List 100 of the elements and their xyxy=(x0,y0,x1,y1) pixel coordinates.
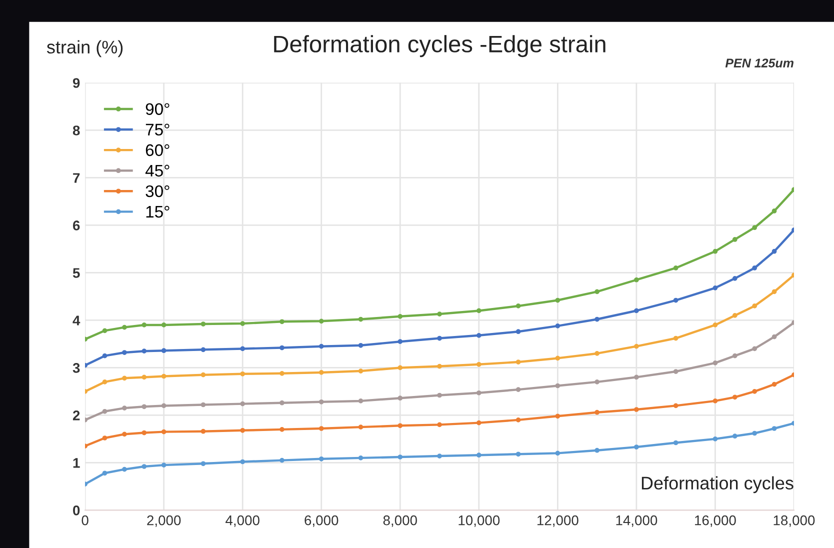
point xyxy=(200,428,206,434)
point xyxy=(318,426,324,431)
point xyxy=(772,208,777,214)
point xyxy=(142,374,147,380)
point xyxy=(752,266,758,270)
y-tick-label: 0 xyxy=(73,506,80,516)
x-tick-label: 14,000 xyxy=(616,515,658,527)
point xyxy=(594,410,600,415)
x-tick-label: 8,000 xyxy=(383,515,417,527)
point xyxy=(280,345,284,350)
point xyxy=(102,380,108,384)
point xyxy=(161,374,166,379)
point xyxy=(437,364,442,369)
point xyxy=(772,382,777,387)
point xyxy=(161,462,166,468)
point xyxy=(752,389,758,394)
point xyxy=(634,374,639,380)
point xyxy=(398,339,403,344)
y-tick-label: 4 xyxy=(72,316,80,326)
point xyxy=(161,429,166,434)
point xyxy=(437,392,442,398)
legend-label: 45° xyxy=(145,164,170,177)
legend-label: 75° xyxy=(146,124,170,136)
point xyxy=(555,450,560,456)
point xyxy=(673,369,678,374)
y-tick-label: 5 xyxy=(72,268,80,278)
x-tick-label: 0 xyxy=(82,515,88,526)
point xyxy=(240,321,246,326)
chart-title: Deformation cycles -Edge strain xyxy=(274,35,606,58)
point xyxy=(102,436,108,440)
point xyxy=(752,304,758,308)
point xyxy=(280,370,284,376)
point xyxy=(142,464,147,469)
point xyxy=(398,423,403,428)
point xyxy=(318,370,324,375)
x-tick-label: 4,000 xyxy=(226,515,260,527)
point xyxy=(476,420,482,426)
point xyxy=(476,362,482,367)
point xyxy=(555,298,560,303)
point xyxy=(200,322,206,326)
point xyxy=(398,396,403,401)
point xyxy=(712,322,718,328)
point xyxy=(240,371,246,376)
legend-label: 60° xyxy=(146,144,170,156)
point xyxy=(358,368,364,374)
y-tick-label: 7 xyxy=(73,173,80,183)
point xyxy=(555,356,560,361)
point xyxy=(280,400,284,406)
point xyxy=(673,440,678,446)
x-tick-label: 12,000 xyxy=(537,515,578,527)
point xyxy=(398,314,403,319)
x-tick-label: 10,000 xyxy=(458,515,500,527)
point xyxy=(280,319,284,324)
point xyxy=(516,418,521,422)
point xyxy=(712,285,718,290)
point xyxy=(732,434,738,439)
point xyxy=(476,332,482,338)
point xyxy=(772,426,777,431)
point xyxy=(772,248,777,254)
y-axis-title: strain (%) xyxy=(46,40,123,58)
point xyxy=(122,376,127,381)
point xyxy=(516,387,521,392)
point xyxy=(122,406,127,411)
legend-label: 90° xyxy=(146,103,170,115)
point xyxy=(318,399,324,404)
point xyxy=(634,344,639,349)
point xyxy=(673,336,678,341)
point xyxy=(634,444,639,450)
point xyxy=(673,298,678,303)
point xyxy=(732,394,738,400)
point xyxy=(732,353,738,358)
point xyxy=(358,398,364,404)
point xyxy=(200,461,206,466)
point xyxy=(161,403,166,408)
point xyxy=(161,322,166,328)
point xyxy=(437,336,442,341)
point xyxy=(240,459,246,464)
point xyxy=(634,277,639,282)
point xyxy=(732,276,738,281)
point xyxy=(142,404,147,410)
point xyxy=(318,318,324,324)
point xyxy=(712,398,718,404)
point xyxy=(398,454,403,460)
point xyxy=(437,454,442,458)
point xyxy=(712,360,718,366)
point xyxy=(102,408,108,414)
y-tick-label: 3 xyxy=(72,363,80,373)
point xyxy=(102,470,108,476)
point xyxy=(358,456,364,460)
point xyxy=(732,237,738,242)
point xyxy=(712,436,718,442)
x-tick-label: 2,000 xyxy=(147,515,181,527)
point xyxy=(673,266,678,270)
point xyxy=(555,414,560,419)
point xyxy=(752,430,758,436)
point xyxy=(476,308,482,314)
point xyxy=(712,248,718,254)
point xyxy=(732,313,738,318)
point xyxy=(476,452,482,458)
point xyxy=(142,430,147,436)
